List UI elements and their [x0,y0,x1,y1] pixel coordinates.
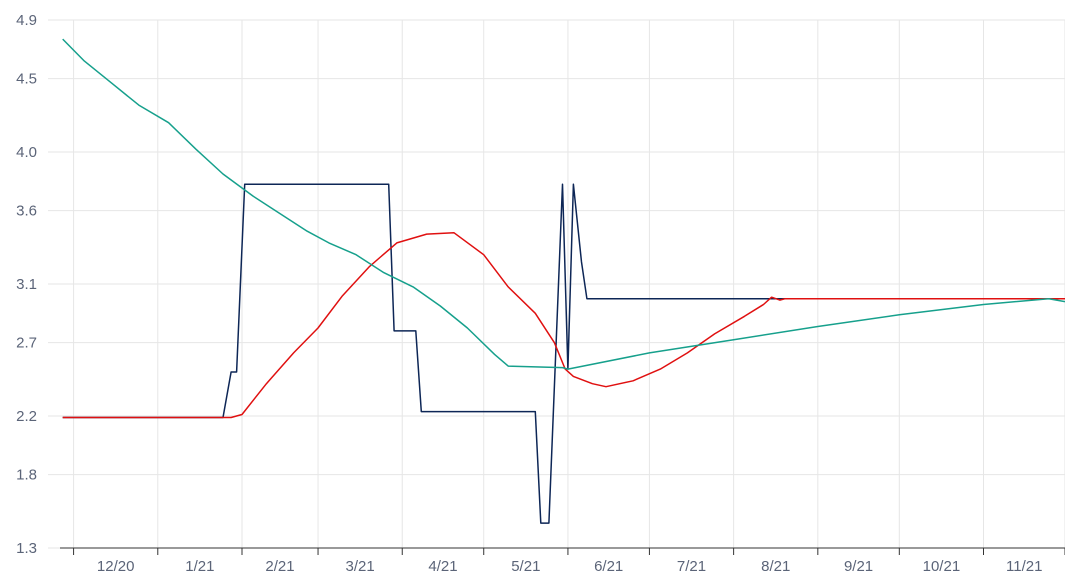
grid [48,19,1065,549]
x-tick-label: 11/21 [1006,558,1042,574]
y-tick-label: 1.3 [16,540,37,557]
y-tick-label: 4.0 [16,144,37,161]
axes [60,547,1065,555]
x-tick-label: 7/21 [677,558,706,574]
y-tick-label: 2.2 [16,408,37,425]
y-tick-label: 4.9 [16,12,37,29]
series-group [62,38,1065,524]
x-tick-label: 6/21 [594,558,623,574]
x-tick-label: 2/21 [265,558,294,574]
series-line-3 [62,38,1065,370]
tick-labels: 1.3 1.8 2.2 2.7 3.1 3.6 4.0 4.5 4.9 12/20 1/21 2/21… [16,12,1042,575]
x-tick-label: 4/21 [428,558,457,574]
x-tick-label: 5/21 [511,558,540,574]
series-line-1 [62,183,1065,524]
y-tick-label: 2.7 [16,335,37,352]
x-tick-label: 1/21 [185,558,214,574]
x-tick-label: 12/20 [97,558,135,574]
y-tick-label: 1.8 [16,467,37,484]
x-tick-label: 8/21 [761,558,790,574]
x-tick-label: 10/21 [923,558,961,574]
y-tick-label: 4.5 [16,71,37,88]
y-tick-label: 3.6 [16,203,37,220]
x-tick-label: 9/21 [844,558,873,574]
y-tick-label: 3.1 [16,276,37,293]
series-line-2 [62,231,1065,419]
x-tick-label: 3/21 [346,558,375,574]
